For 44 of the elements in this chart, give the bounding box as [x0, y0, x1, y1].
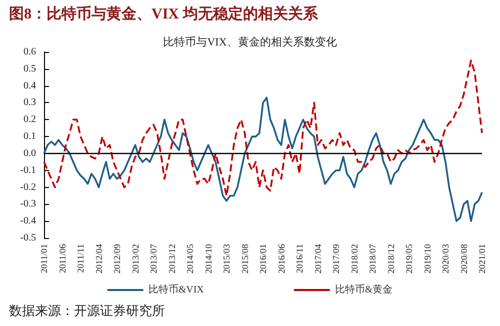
chart-subtitle: 比特币与VIX、黄金的相关系数变化 — [163, 36, 337, 48]
y-tick-label: -0.1 — [20, 164, 36, 176]
legend-label: 比特币&VIX — [148, 284, 205, 296]
x-tick-label: 2015/03 — [222, 244, 232, 274]
x-tick-label: 2012/09 — [112, 244, 122, 274]
line-series — [43, 60, 483, 197]
line-series — [43, 96, 483, 222]
x-tick-label: 2015/08 — [240, 244, 250, 274]
y-tick-label: -0.3 — [20, 198, 36, 210]
x-tick-label: 2018/07 — [368, 244, 378, 274]
legend-label: 比特币&黄金 — [334, 284, 393, 296]
x-tick-label: 2020/08 — [458, 244, 469, 274]
y-tick-label: 0.6 — [24, 46, 36, 58]
x-tick-label: 2016/01 — [258, 244, 268, 274]
x-tick-label: 2018/02 — [349, 244, 360, 274]
x-tick-label: 2019/05 — [404, 244, 414, 274]
x-tick-label: 2014/05 — [185, 244, 195, 274]
y-tick-label: -0.4 — [20, 216, 36, 227]
y-tick-label: 0.4 — [24, 80, 36, 92]
x-tick-label: 2013/07 — [148, 244, 158, 274]
x-tick-label: 2011/06 — [57, 244, 68, 274]
x-tick-label: 2011/11 — [76, 244, 86, 273]
source-note: 数据来源：开源证券研究所 — [9, 303, 165, 318]
y-tick-label: 0.3 — [24, 97, 36, 108]
x-tick-label: 2013/12 — [166, 244, 177, 274]
x-tick-label: 2017/09 — [331, 244, 341, 274]
x-tick-label: 2011/01 — [39, 244, 49, 274]
y-tick-label: -0.5 — [20, 232, 36, 244]
chart-title: 图8：比特币与黄金、VIX 均无稳定的相关关系 — [9, 4, 319, 22]
y-tick-label: 0.5 — [24, 63, 36, 74]
x-tick-label: 2014/10 — [203, 244, 214, 274]
x-tick-label: 2016/06 — [276, 244, 286, 274]
x-tick-label: 2012/04 — [94, 244, 104, 274]
x-tick-label: 2016/11 — [294, 244, 304, 274]
x-tick-label: 2020/03 — [440, 244, 450, 274]
x-tick-label: 2018/12 — [386, 244, 396, 274]
y-tick-label: 0.1 — [24, 131, 36, 142]
x-tick-label: 2019/10 — [422, 244, 432, 274]
y-tick-label: 0.0 — [24, 148, 36, 159]
x-tick-label: 2017/04 — [312, 244, 323, 274]
x-tick-label: 2021/01 — [477, 244, 487, 274]
x-tick-label: 2013/02 — [130, 244, 140, 274]
y-tick-label: -0.2 — [20, 182, 36, 193]
y-tick-label: 0.2 — [24, 114, 36, 126]
